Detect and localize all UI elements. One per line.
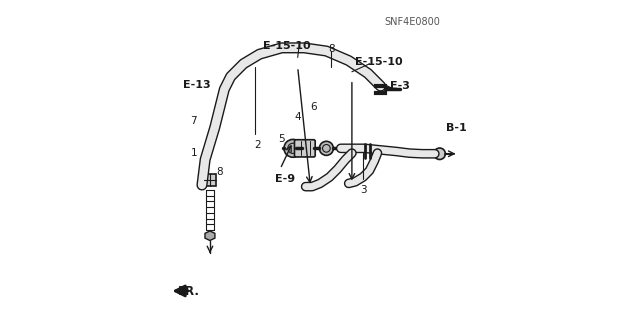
Text: 2: 2 xyxy=(255,140,261,150)
Polygon shape xyxy=(204,174,216,186)
Text: SNF4E0800: SNF4E0800 xyxy=(385,17,440,27)
FancyBboxPatch shape xyxy=(294,140,316,157)
Text: 5: 5 xyxy=(278,134,285,144)
Text: E-9: E-9 xyxy=(275,174,296,184)
Circle shape xyxy=(284,139,302,157)
Text: E-15-10: E-15-10 xyxy=(262,41,310,51)
Circle shape xyxy=(434,148,445,160)
Polygon shape xyxy=(205,231,215,241)
Text: 6: 6 xyxy=(310,102,317,112)
Text: 3: 3 xyxy=(360,185,366,195)
Text: B-1: B-1 xyxy=(446,122,467,133)
Circle shape xyxy=(319,141,333,155)
Text: FR.: FR. xyxy=(178,286,200,298)
Text: 8: 8 xyxy=(216,167,223,177)
Text: 8: 8 xyxy=(328,44,335,54)
Text: 7: 7 xyxy=(191,116,197,126)
Text: E-13: E-13 xyxy=(184,80,211,90)
Text: E-3: E-3 xyxy=(390,81,410,91)
Text: E-15-10: E-15-10 xyxy=(355,57,403,67)
Text: 4: 4 xyxy=(294,112,301,122)
Text: 1: 1 xyxy=(191,148,197,158)
